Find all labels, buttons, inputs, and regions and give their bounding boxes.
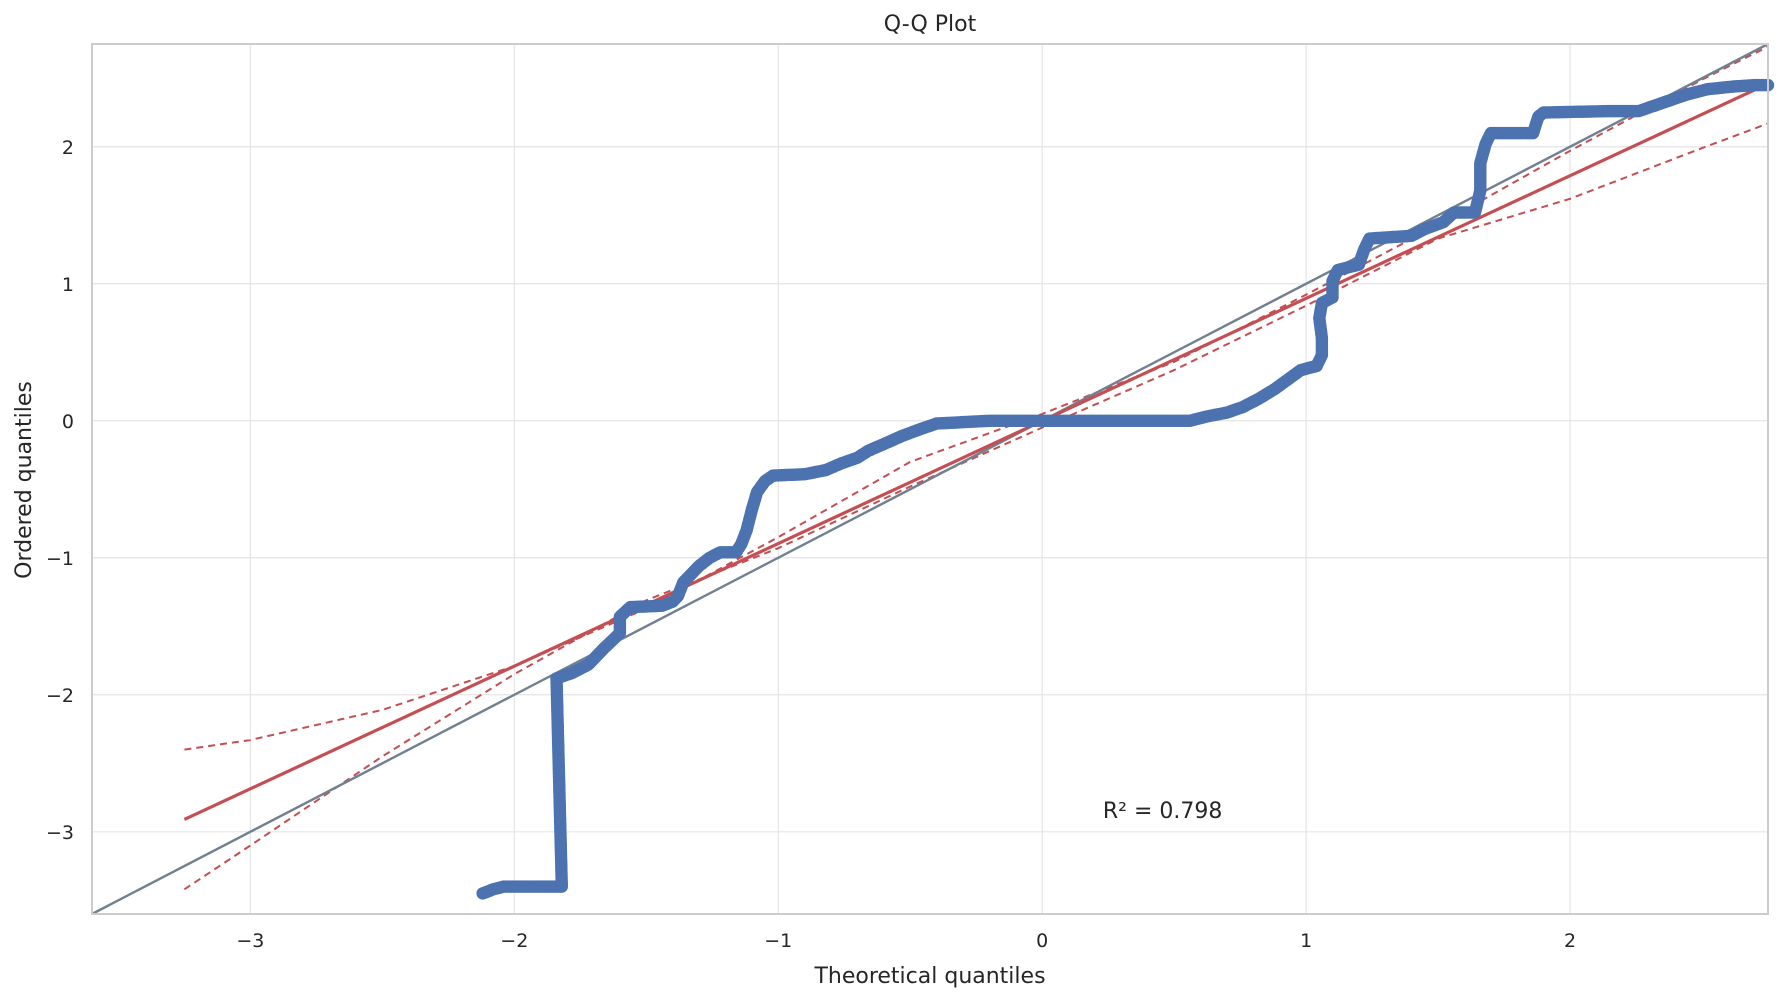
x-tick-label: −2 xyxy=(500,930,528,952)
y-tick-label: 2 xyxy=(62,137,74,159)
fit-line-group xyxy=(183,82,1769,821)
reference-line xyxy=(91,42,1769,916)
y-tick-label: −1 xyxy=(46,548,74,570)
quantile-points xyxy=(476,78,1775,900)
tick-labels: −3 −2 −1 0 1 2 −3 −2 −1 0 1 2 xyxy=(46,137,1576,952)
reference-line-group xyxy=(91,42,1769,916)
x-tick-label: −3 xyxy=(236,930,264,952)
y-tick-label: 0 xyxy=(62,411,74,433)
chart-title: Q-Q Plot xyxy=(884,12,977,37)
plot-frame xyxy=(91,43,1769,915)
fit-line xyxy=(183,82,1769,821)
r-squared-annotation: R² = 0.798 xyxy=(1103,799,1223,824)
confidence-band xyxy=(183,45,1769,891)
confidence-band-upper xyxy=(184,45,1769,751)
x-tick-label: 0 xyxy=(1036,930,1048,952)
axes xyxy=(91,43,1769,915)
y-tick-label: −2 xyxy=(46,685,74,707)
y-tick-label: −3 xyxy=(46,822,74,844)
y-axis-label: Ordered quantiles xyxy=(12,381,37,579)
x-tick-label: 1 xyxy=(1300,930,1312,952)
y-tick-label: 1 xyxy=(62,274,74,296)
x-axis-label: Theoretical quantiles xyxy=(813,964,1045,989)
x-tick-label: −1 xyxy=(764,930,792,952)
confidence-band-lower xyxy=(183,122,1769,891)
x-tick-label: 2 xyxy=(1564,930,1576,952)
